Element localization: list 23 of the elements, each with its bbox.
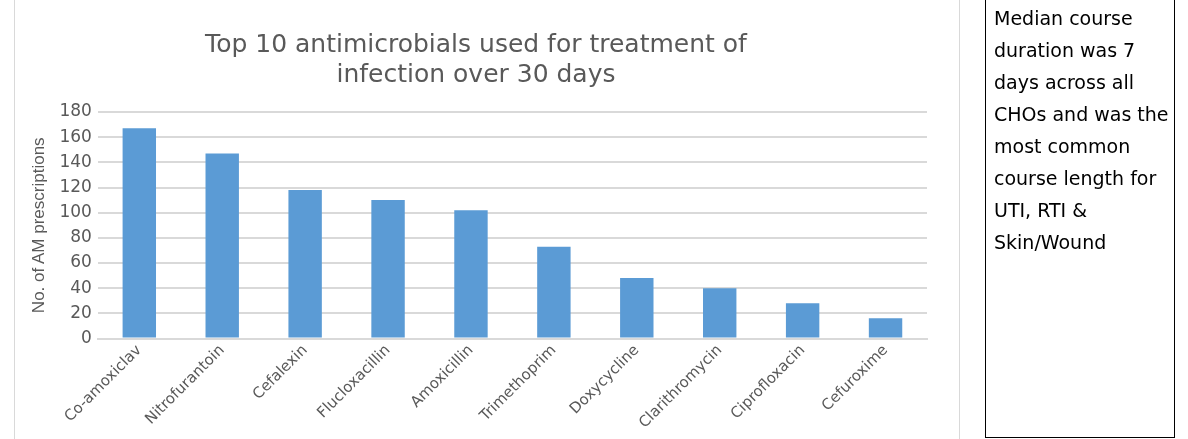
bar [868,318,903,338]
chart-title: Top 10 antimicrobials used for treatment of infection over 30 days [204,28,749,88]
bar [537,246,571,338]
y-tick-label: 160 [59,125,92,146]
y-tick-label: 120 [59,175,92,196]
y-tick-label: 0 [81,326,92,347]
y-tick-label: 80 [70,226,92,247]
bar [288,190,322,338]
bar [785,303,820,338]
y-tick-label: 100 [59,201,92,222]
y-tick-label: 20 [70,301,92,322]
bar [620,278,654,338]
bar [454,210,488,338]
bar [205,153,239,338]
bar [122,128,157,338]
text: Median course duration was 7 days across all CHOs and was the most common course length for UTI, RTI & Skin/Wound [985,0,1175,438]
y-axis-title: No. of AM prescriptions [28,137,48,314]
y-tick-label: 60 [70,251,92,272]
y-tick-label: 140 [59,150,92,171]
bar [703,288,737,338]
y-tick-label: 180 [59,100,92,121]
y-tick-label: 40 [70,276,92,297]
bar [371,200,405,338]
